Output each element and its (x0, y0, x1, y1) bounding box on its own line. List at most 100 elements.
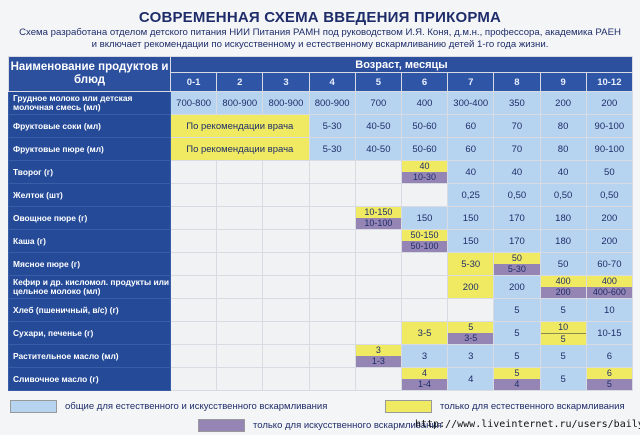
amount-cell: 0,50 (493, 183, 541, 207)
natural-amount: 3 (355, 345, 401, 356)
table-row: Фруктовые пюре (мл) По рекомендации врача… (8, 137, 634, 161)
split-cell: 3 1-3 (355, 345, 401, 367)
artificial-amount: 1-3 (355, 356, 401, 367)
amount-cell (216, 321, 264, 345)
amount-cell: 50-150 50-100 (400, 229, 449, 253)
amount-cell: 200 (585, 206, 634, 230)
amount-cell (262, 229, 310, 253)
amount-cell: 300-400 (447, 91, 495, 115)
amount-cell: 40 (493, 160, 541, 184)
amount-cell: 50 (585, 160, 634, 184)
amount-cell: 3 (447, 344, 495, 368)
product-name: Растительное масло (мл) (8, 344, 171, 368)
artificial-amount: 5 (586, 379, 632, 390)
amount-cell: 200 (493, 275, 541, 299)
amount-cell: 180 (539, 206, 587, 230)
amount-cell (216, 367, 264, 391)
amount-cell: 5 (539, 344, 587, 368)
amount-cell (216, 206, 264, 230)
table-row: Овощное пюре (г) 10-150 10-100 150 150 170 180… (8, 206, 634, 230)
amount-cell: 170 (493, 229, 541, 253)
subtitle-line-1: Схема разработана отделом детского питан… (19, 27, 621, 38)
amount-cell (262, 298, 310, 322)
amount-cell (400, 275, 449, 299)
amount-cell (216, 252, 264, 276)
table-row: Творог (г) 40 10-30 40 40 40 50 (8, 160, 634, 184)
split-cell: 10 5 (540, 322, 586, 345)
amount-cell (308, 252, 356, 276)
product-name: Творог (г) (8, 160, 171, 184)
amount-cell: 3 (400, 344, 449, 368)
product-name: Мясное пюре (г) (8, 252, 171, 276)
month-header: 9 (539, 72, 587, 92)
amount-cell (216, 183, 264, 207)
amount-cell: 5 (493, 321, 541, 345)
natural-amount: 400 (540, 276, 586, 287)
amount-cell: 50 5-30 (493, 252, 541, 276)
amount-cell: 3-5 (400, 321, 449, 345)
amount-cell: 800-900 (308, 91, 356, 115)
amount-cell (308, 321, 356, 345)
amount-cell: 200 (585, 91, 634, 115)
amount-cell: 5 (493, 344, 541, 368)
amount-cell (308, 229, 356, 253)
amount-cell: 700 (354, 91, 402, 115)
amount-cell (354, 183, 402, 207)
amount-cell (308, 183, 356, 207)
amount-cell: 200 (539, 91, 587, 115)
amount-cell (169, 344, 218, 368)
legend-label-natural: только для естественного вскармливания (440, 401, 625, 412)
amount-cell (354, 229, 402, 253)
amount-cell: 60-70 (585, 252, 634, 276)
product-name: Хлеб (пшеничный, в/с) (г) (8, 298, 171, 322)
amount-cell (216, 160, 264, 184)
amount-cell (400, 298, 449, 322)
table-row: Сухари, печенье (г) 3-5 5 3-5 5 10 5 10-15 (8, 321, 634, 345)
artificial-amount: 400-600 (586, 287, 632, 298)
split-cell: 400 400-600 (586, 276, 632, 298)
month-header: 7 (447, 72, 495, 92)
artificial-amount: 5-30 (494, 264, 540, 275)
amount-cell (169, 229, 218, 253)
month-header: 8 (493, 72, 541, 92)
month-header: 4 (308, 72, 356, 92)
table-row: Сливочное масло (г) 4 1-4 4 5 4 5 6 5 (8, 367, 634, 391)
amount-cell: 5-30 (308, 137, 356, 161)
amount-cell: 10-150 10-100 (354, 206, 402, 230)
split-cell: 50 5-30 (494, 253, 540, 275)
product-name: Кефир и др. кисломол. продукты или цельн… (8, 275, 171, 299)
amount-cell: 150 (447, 229, 495, 253)
split-cell: 400 200 (540, 276, 586, 298)
amount-cell (308, 344, 356, 368)
month-header: 5 (354, 72, 402, 92)
amount-cell: 80 (539, 114, 587, 138)
legend-common: общие для естественного и искусственного… (10, 400, 327, 413)
amount-cell: 40 10-30 (400, 160, 449, 184)
artificial-amount: 5 (540, 333, 586, 345)
amount-cell (169, 298, 218, 322)
subtitle: Схема разработана отделом детского питан… (0, 27, 640, 51)
amount-cell: 0,50 (539, 183, 587, 207)
amount-cell (308, 160, 356, 184)
artificial-amount: 10-100 (355, 218, 401, 229)
natural-amount: 5 (494, 368, 540, 379)
table-row: Грудное молоко или детская молочная смес… (8, 91, 634, 115)
natural-amount: 50 (494, 253, 540, 264)
amount-cell (262, 252, 310, 276)
amount-cell (262, 160, 310, 184)
amount-cell: 5-30 (447, 252, 495, 276)
amount-cell (400, 252, 449, 276)
natural-amount: 40 (401, 161, 448, 172)
month-header: 3 (262, 72, 310, 92)
amount-cell: 5 (539, 367, 587, 391)
legend-natural: только для естественного вскармливания (385, 400, 625, 413)
amount-cell: 400 400-600 (585, 275, 634, 299)
month-header: 6 (400, 72, 449, 92)
product-name: Сливочное масло (г) (8, 367, 171, 391)
amount-cell (216, 229, 264, 253)
amount-cell: 800-900 (216, 91, 264, 115)
amount-cell: 400 (400, 91, 449, 115)
product-name: Фруктовые соки (мл) (8, 114, 171, 138)
artificial-amount: 200 (540, 287, 586, 298)
